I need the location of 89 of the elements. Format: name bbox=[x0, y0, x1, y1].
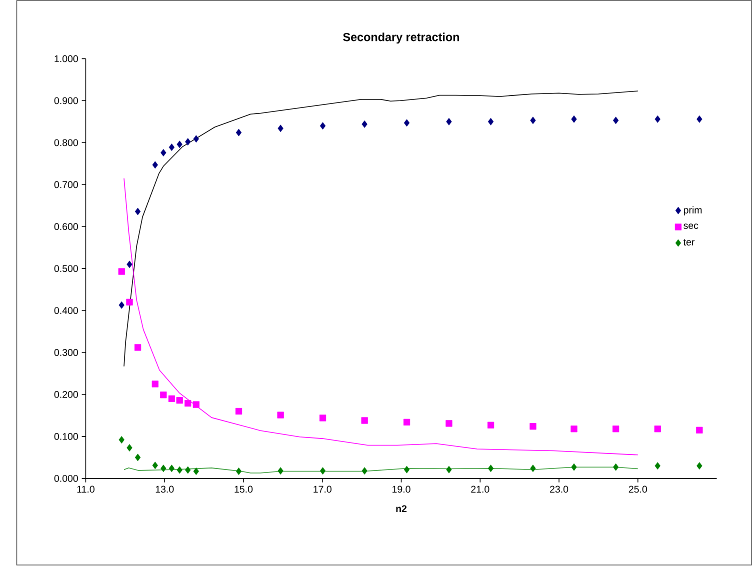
point bbox=[362, 120, 368, 128]
point bbox=[277, 412, 284, 419]
point bbox=[235, 408, 242, 415]
point bbox=[571, 116, 577, 124]
x-tick-label: 13.0 bbox=[156, 486, 174, 493]
point bbox=[571, 464, 577, 472]
x-tick-label: 25.0 bbox=[628, 486, 648, 493]
point bbox=[362, 467, 368, 475]
point bbox=[654, 426, 661, 432]
point bbox=[192, 401, 200, 408]
y-tick-label: 0.700 bbox=[54, 181, 78, 188]
point bbox=[530, 464, 536, 472]
point bbox=[236, 468, 242, 476]
point bbox=[168, 396, 176, 402]
point bbox=[126, 260, 132, 268]
point bbox=[126, 444, 132, 452]
point bbox=[654, 462, 660, 470]
point bbox=[193, 468, 199, 476]
point bbox=[446, 420, 452, 428]
legend-label: ter bbox=[683, 239, 695, 246]
point bbox=[176, 466, 182, 474]
point bbox=[488, 464, 494, 472]
x-tick-label: 15.0 bbox=[234, 486, 253, 493]
point bbox=[152, 380, 158, 388]
y-tick-label: 0.500 bbox=[54, 265, 78, 272]
point bbox=[278, 467, 284, 475]
x-axis-title: n2 bbox=[396, 506, 407, 512]
x-tick-label: 19.0 bbox=[392, 486, 410, 493]
x-tick-label: 17.0 bbox=[314, 486, 332, 493]
point bbox=[403, 419, 410, 426]
y-tick-label: 0.900 bbox=[54, 97, 78, 104]
line-series bbox=[124, 90, 638, 367]
point bbox=[530, 116, 536, 124]
point bbox=[404, 466, 410, 474]
y-tick-label: 0.400 bbox=[54, 307, 78, 314]
point bbox=[176, 140, 182, 148]
point bbox=[319, 414, 326, 422]
point bbox=[152, 462, 158, 470]
point bbox=[320, 467, 326, 475]
y-tick-label: 0.800 bbox=[54, 139, 78, 146]
y-tick-label: 0.600 bbox=[54, 223, 78, 230]
point bbox=[320, 122, 326, 130]
point bbox=[134, 208, 141, 216]
point bbox=[696, 116, 702, 124]
point bbox=[118, 436, 124, 444]
legend-label: prim bbox=[684, 206, 702, 216]
point bbox=[488, 118, 494, 126]
point bbox=[193, 135, 199, 143]
point bbox=[118, 268, 125, 276]
point bbox=[570, 426, 578, 432]
y-tick-label: 0.000 bbox=[54, 475, 78, 482]
point bbox=[487, 422, 494, 429]
point bbox=[176, 397, 183, 404]
y-tick-label: 1.000 bbox=[54, 56, 78, 62]
point bbox=[168, 144, 175, 152]
y-tick-label: 0.100 bbox=[54, 433, 78, 440]
point bbox=[446, 466, 452, 474]
point bbox=[612, 116, 619, 124]
y-tick-label: 0.200 bbox=[54, 391, 78, 398]
point bbox=[654, 116, 660, 124]
point bbox=[278, 124, 284, 132]
point bbox=[236, 129, 242, 137]
point bbox=[160, 464, 166, 472]
point bbox=[696, 462, 702, 470]
line-series bbox=[124, 178, 638, 456]
point bbox=[152, 161, 158, 169]
point bbox=[185, 466, 191, 474]
point bbox=[160, 149, 166, 157]
x-tick-label: 11.0 bbox=[77, 486, 94, 493]
point bbox=[118, 302, 124, 310]
y-tick-label: 0.300 bbox=[54, 349, 78, 356]
point bbox=[530, 423, 536, 430]
point bbox=[160, 392, 167, 398]
chart-title: Secondary retraction bbox=[343, 32, 460, 44]
point bbox=[184, 400, 192, 407]
point bbox=[361, 417, 368, 424]
point bbox=[696, 427, 703, 434]
legend-label: sec bbox=[684, 224, 698, 230]
x-tick-label: 23.0 bbox=[550, 486, 568, 493]
point bbox=[185, 138, 191, 146]
point bbox=[404, 119, 410, 127]
point bbox=[168, 464, 175, 472]
point bbox=[612, 464, 619, 472]
point bbox=[126, 299, 133, 306]
point bbox=[612, 426, 620, 432]
point bbox=[134, 454, 141, 462]
point bbox=[134, 344, 142, 352]
point bbox=[446, 118, 452, 126]
x-tick-label: 21.0 bbox=[471, 486, 490, 493]
